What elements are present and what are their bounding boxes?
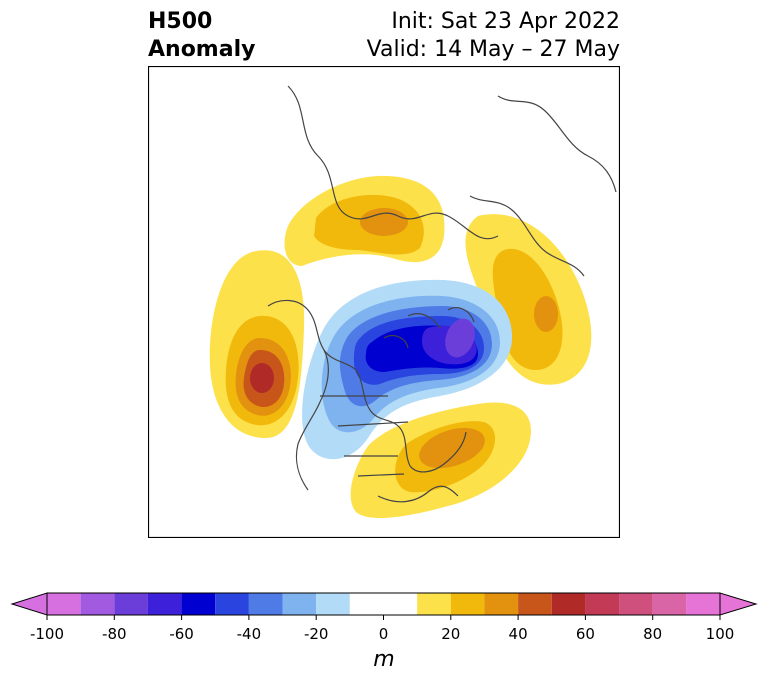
chart-title: H500 Anomaly [148, 8, 255, 64]
colorbar-bin [47, 593, 81, 615]
colorbar-bin [551, 593, 586, 615]
colorbar-bins [46, 592, 721, 616]
colorbar-tick-label: -80 [102, 625, 127, 643]
title-line-1: H500 [148, 9, 213, 34]
colorbar-tick-label: 60 [576, 625, 595, 643]
colorbar-bin [619, 593, 653, 615]
colorbar-bin [80, 593, 115, 615]
colorbar-tick-label: -100 [30, 625, 64, 643]
title-line-2: Anomaly [148, 37, 256, 62]
colorbar-bin [114, 593, 148, 615]
colorbar-tick-label: -20 [304, 625, 329, 643]
colorbar-bin [248, 593, 283, 615]
colorbar-tick-label: 100 [706, 625, 735, 643]
colorbar-tick-label: -60 [169, 625, 194, 643]
colorbar-bin [316, 593, 350, 615]
colorbar-over-arrow [719, 592, 758, 616]
anomaly-fill [209, 175, 592, 519]
colorbar-bin [417, 593, 451, 615]
colorbar-tick-label: 20 [441, 625, 460, 643]
colorbar-bin [585, 593, 620, 615]
colorbar-tick-label: -40 [237, 625, 262, 643]
colorbar: -100 -80 -60 -40 -20 0 20 40 60 80 100 m [10, 592, 758, 672]
colorbar-tick-label: 0 [379, 625, 389, 643]
colorbar-bin [518, 593, 552, 615]
colorbar-bin [349, 593, 418, 615]
init-time: Init: Sat 23 Apr 2022 [391, 9, 620, 34]
valid-period: Valid: 14 May – 27 May [366, 37, 620, 62]
ridge-alaska [209, 250, 305, 438]
colorbar-bin [282, 593, 317, 615]
run-info: Init: Sat 23 Apr 2022 Valid: 14 May – 27… [367, 8, 620, 64]
ridge-siberia [284, 175, 445, 266]
colorbar-under-arrow [10, 592, 48, 616]
anomaly-map [148, 66, 620, 538]
colorbar-bin [484, 593, 519, 615]
colorbar-bin [686, 593, 720, 615]
colorbar-ticks: -100 -80 -60 -40 -20 0 20 40 60 80 100 [30, 615, 734, 643]
ridge-atlantic [350, 402, 531, 519]
colorbar-tick-label: 80 [643, 625, 662, 643]
trough-canada [302, 279, 513, 460]
colorbar-bin [147, 593, 182, 615]
coastlines [267, 85, 617, 503]
map-frame [148, 66, 620, 538]
colorbar-unit-label: m [373, 647, 394, 672]
colorbar-tick-label: 40 [509, 625, 528, 643]
colorbar-bin [215, 593, 249, 615]
colorbar-bin [652, 593, 687, 615]
colorbar-bin [450, 593, 485, 615]
colorbar-bin [181, 593, 216, 615]
